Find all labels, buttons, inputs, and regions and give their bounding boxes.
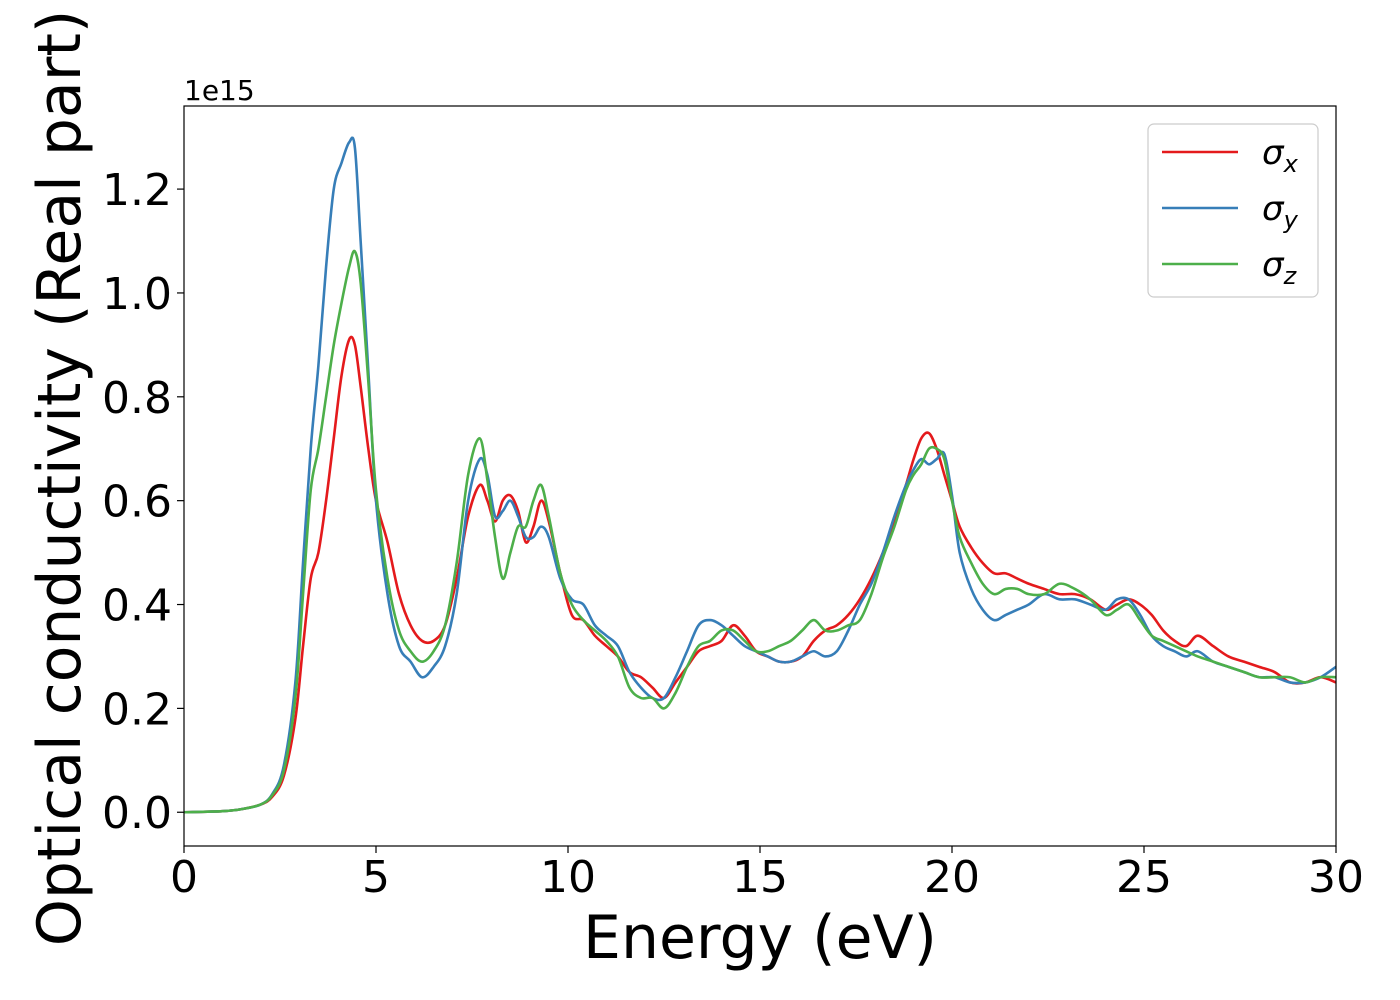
x-tick-label: 25 — [1116, 852, 1172, 903]
series-line-z — [184, 249, 1336, 814]
y-axis-ticks: 0.0 0.2 0.4 0.6 0.8 1.0 1.2 — [102, 165, 184, 839]
x-tick-label: 30 — [1308, 852, 1364, 903]
y-tick-label: 0.2 — [102, 684, 172, 735]
y-tick-label: 0.8 — [102, 373, 172, 424]
y-tick-label: 1.2 — [102, 165, 172, 216]
y-tick-label: 0.0 — [102, 788, 172, 839]
x-tick-label: 5 — [362, 852, 390, 903]
legend-frame — [1147, 123, 1319, 298]
x-axis-label: Energy (eV) — [583, 903, 937, 973]
x-tick-label: 0 — [170, 852, 198, 903]
x-tick-label: 10 — [540, 852, 596, 903]
y-offset-text: 1e15 — [184, 74, 255, 107]
x-tick-label: 20 — [924, 852, 980, 903]
series-group — [184, 136, 1336, 814]
plot-area — [183, 105, 1337, 847]
legend-label-x: σx — [1262, 133, 1299, 178]
x-tick-label: 15 — [732, 852, 788, 903]
y-tick-label: 1.0 — [102, 269, 172, 320]
legend-label-z: σz — [1262, 245, 1298, 290]
y-tick-label: 0.6 — [102, 477, 172, 528]
y-tick-label: 0.4 — [102, 581, 172, 632]
series-line-y — [184, 136, 1336, 814]
legend-label-y: σy — [1262, 189, 1299, 234]
x-axis-ticks: 0 5 10 15 20 25 30 — [170, 846, 1364, 903]
legend: σx σy σz — [1147, 123, 1319, 298]
y-axis-label: Optical conductivity (Real part) — [25, 10, 95, 947]
